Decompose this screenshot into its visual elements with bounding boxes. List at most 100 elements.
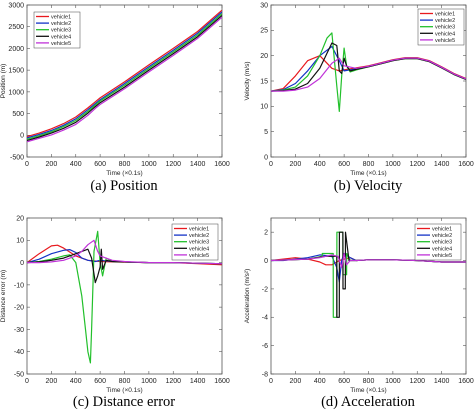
y-tick-label: -4 <box>262 315 268 322</box>
x-tick-label: 600 <box>94 161 106 168</box>
x-tick-label: 1400 <box>190 161 206 168</box>
x-tick-label: 0 <box>25 378 29 385</box>
legend-label-vehicle2: vehicle2 <box>189 233 209 239</box>
y-tick-label: 20 <box>260 53 268 60</box>
x-tick-label: 1200 <box>165 161 181 168</box>
x-tick-label: 1400 <box>434 378 450 385</box>
x-tick-label: 1600 <box>458 161 474 168</box>
panel-distance-error-plot: 0 200 400 600 800 1000 1200 1400 1600-50-40-30-2… <box>0 215 230 410</box>
x-tick-label: 1400 <box>190 378 206 385</box>
position-caption: (a) Position <box>90 178 158 194</box>
x-tick-label: 400 <box>70 161 82 168</box>
velocity-caption: (b) Velocity <box>334 178 403 194</box>
legend-label-vehicle3: vehicle3 <box>51 28 71 34</box>
y-tick-label: -10 <box>14 282 24 289</box>
panel-position-plot: 0 200 400 600 800 1000 1200 1400 1600-5000500100… <box>0 2 230 194</box>
series-line-vehicle5 <box>271 57 466 92</box>
legend-label-vehicle1: vehicle1 <box>432 227 452 233</box>
y-tick-label: 2 <box>264 230 268 237</box>
legend-label-vehicle5: vehicle5 <box>189 253 209 259</box>
y-tick-label: -50 <box>14 371 24 378</box>
x-tick-label: 200 <box>46 161 58 168</box>
x-tick-label: 1000 <box>385 378 401 385</box>
x-tick-label: 1000 <box>141 161 157 168</box>
legend-label-vehicle5: vehicle5 <box>435 38 455 44</box>
y-tick-label: 0 <box>20 260 24 267</box>
legend-label-vehicle2: vehicle2 <box>432 233 452 239</box>
legend-label-vehicle2: vehicle2 <box>435 18 455 24</box>
x-tick-label: 200 <box>290 378 302 385</box>
x-tick-label: 1600 <box>458 378 474 385</box>
y-tick-label: 2500 <box>8 24 24 31</box>
series-line-vehicle5 <box>271 252 466 269</box>
legend-label-vehicle1: vehicle1 <box>189 227 209 233</box>
legend-label-vehicle5: vehicle5 <box>432 253 452 259</box>
legend-label-vehicle3: vehicle3 <box>189 240 209 246</box>
y-tick-label: 25 <box>260 28 268 35</box>
distance-error-x-axis-label: Time (×0.1s) <box>106 387 142 394</box>
x-tick-label: 400 <box>314 378 326 385</box>
x-tick-label: 1200 <box>165 378 181 385</box>
legend-label-vehicle4: vehicle4 <box>435 31 455 37</box>
y-tick-label: 30 <box>260 2 268 9</box>
x-tick-label: 1000 <box>385 161 401 168</box>
x-tick-label: 0 <box>269 378 273 385</box>
series-line-vehicle3 <box>27 13 222 140</box>
legend-label-vehicle4: vehicle4 <box>189 246 209 252</box>
y-tick-label: 1000 <box>8 89 24 96</box>
velocity-y-axis-label: Velocity (m/s) <box>244 61 251 100</box>
velocity-series-group <box>271 32 466 112</box>
x-tick-label: 1600 <box>214 378 230 385</box>
panel-velocity-plot: 0 200 400 600 800 1000 1200 1400 1600 0 5 10 15 20 25 3… <box>244 2 474 194</box>
x-tick-label: 1400 <box>434 161 450 168</box>
acceleration-x-axis-label: Time (×0.1s) <box>350 387 386 394</box>
series-line-vehicle5 <box>27 16 222 143</box>
x-tick-label: 600 <box>338 378 350 385</box>
x-tick-label: 1000 <box>141 378 157 385</box>
y-tick-label: 10 <box>260 104 268 111</box>
y-tick-label: 500 <box>12 111 24 118</box>
y-tick-label: 0 <box>264 258 268 265</box>
x-tick-label: 800 <box>119 378 131 385</box>
y-tick-label: -500 <box>10 154 24 161</box>
y-tick-label: 0 <box>264 154 268 161</box>
y-tick-label: 5 <box>264 129 268 136</box>
y-tick-label: -40 <box>14 349 24 356</box>
acceleration-y-axis-label: Acceleration (m/s²) <box>244 269 251 324</box>
x-tick-label: 600 <box>94 378 106 385</box>
acceleration-series-group <box>271 231 466 318</box>
distance-error-caption: (c) Distance error <box>73 394 175 410</box>
x-tick-label: 800 <box>363 378 375 385</box>
x-tick-label: 0 <box>269 161 273 168</box>
series-line-vehicle2 <box>27 11 222 139</box>
legend-label-vehicle4: vehicle4 <box>51 34 71 40</box>
acceleration-caption: (d) Acceleration <box>321 394 416 410</box>
x-tick-label: 200 <box>46 378 58 385</box>
x-tick-label: 400 <box>314 161 326 168</box>
y-tick-label: -30 <box>14 327 24 334</box>
y-tick-label: -8 <box>262 371 268 378</box>
y-tick-label: -20 <box>14 305 24 312</box>
x-tick-label: 1600 <box>214 161 230 168</box>
legend-label-vehicle1: vehicle1 <box>51 15 71 21</box>
x-tick-label: 1200 <box>409 378 425 385</box>
series-line-vehicle4 <box>27 14 222 142</box>
y-tick-label: 2000 <box>8 46 24 53</box>
distance-error-series-group <box>27 230 222 364</box>
panel-acceleration-plot: 0 200 400 600 800 1000 1200 1400 1600 -8 -6 -4 -2 0 2 T… <box>244 217 474 410</box>
legend-label-vehicle1: vehicle1 <box>435 12 455 18</box>
position-series-group <box>27 9 222 143</box>
distance-error-y-axis-label: Distance error (m) <box>0 270 7 322</box>
x-tick-label: 1200 <box>409 161 425 168</box>
y-tick-label: 10 <box>16 238 24 245</box>
series-line-vehicle5 <box>27 239 222 265</box>
x-tick-label: 0 <box>25 161 29 168</box>
y-tick-label: 1500 <box>8 68 24 75</box>
legend-label-vehicle5: vehicle5 <box>51 41 71 47</box>
x-tick-label: 800 <box>363 161 375 168</box>
y-tick-label: 3000 <box>8 2 24 9</box>
